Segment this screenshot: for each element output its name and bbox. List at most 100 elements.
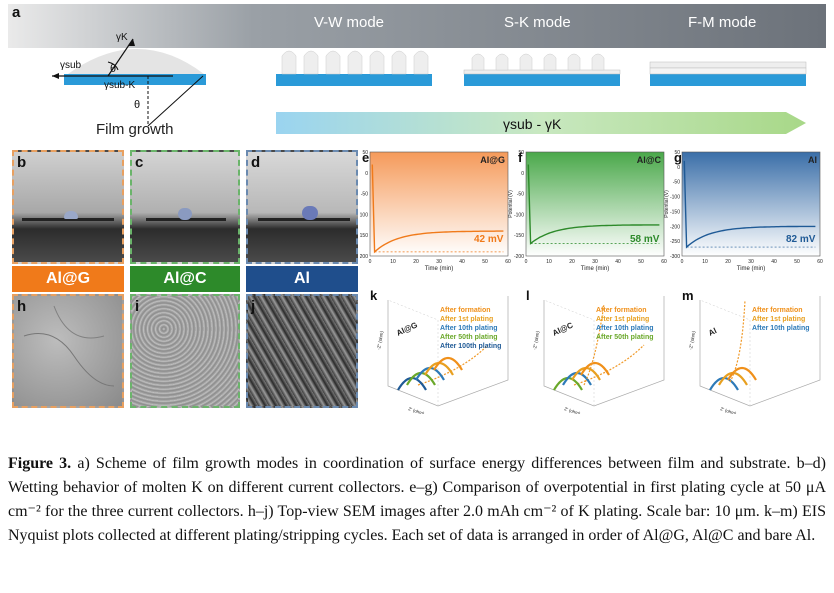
eis-legend-item: After formation bbox=[596, 307, 647, 314]
y-tick-label: -100 bbox=[670, 195, 680, 201]
photo-panel-d: d bbox=[246, 150, 358, 264]
x-tick-label: 50 bbox=[482, 259, 488, 265]
panel-letter: e bbox=[362, 150, 369, 165]
y-tick-label: -150 bbox=[514, 233, 524, 239]
panel-letter: f bbox=[518, 150, 523, 165]
theta-label-top: θ bbox=[110, 63, 116, 75]
eis-arc bbox=[433, 356, 463, 371]
y-tick-label: -200 bbox=[670, 224, 680, 230]
droplet-shape bbox=[68, 49, 204, 74]
eis-zimag-label: -Z'' (ohm) bbox=[688, 330, 696, 350]
eis-legend-item: After 50th plating bbox=[440, 334, 498, 341]
panel-name-label: Al@C bbox=[637, 155, 662, 165]
panel-a: γK γsub γsub-K θ θ Film growth bbox=[8, 4, 826, 144]
y-tick-label: 0 bbox=[677, 165, 680, 171]
caption-text: a) Scheme of film growth modes in coordi… bbox=[8, 455, 827, 544]
arrow-label: γsub - γK bbox=[503, 116, 562, 132]
x-tick-label: 60 bbox=[817, 259, 823, 265]
y-tick-label: -50 bbox=[361, 192, 368, 198]
x-axis-label: Time (min) bbox=[737, 266, 765, 272]
x-tick-label: 0 bbox=[681, 259, 684, 265]
x-tick-label: 0 bbox=[525, 259, 528, 265]
eis-legend-item: After formation bbox=[752, 307, 803, 314]
eis-formation-curve bbox=[729, 299, 746, 383]
tag-al: Al bbox=[246, 266, 358, 292]
y-tick-label: -300 bbox=[670, 254, 680, 260]
eis-charts-svg: After formation After 1st plating After 10… bbox=[370, 288, 821, 416]
voltage-panels: 500-50-100-150-2000102030405060Potential… bbox=[352, 148, 830, 288]
y-tick-label: -150 bbox=[670, 209, 680, 215]
sk-mode-diagram bbox=[463, 53, 621, 86]
eis-legend-item: After formation bbox=[440, 307, 491, 314]
eis-panel-m: After formation After 1st plating After 10… bbox=[682, 288, 821, 416]
panel-letter-h: h bbox=[17, 298, 27, 315]
gamma-sub-k-label: γsub-K bbox=[104, 80, 135, 91]
eis-box-inner bbox=[387, 299, 439, 406]
panel-letter-a: a bbox=[12, 4, 21, 21]
eis-panel-l: After formation After 1st plating After 10… bbox=[526, 288, 665, 416]
header-band bbox=[8, 4, 826, 48]
vw-mode-diagram bbox=[276, 50, 432, 86]
x-tick-label: 40 bbox=[771, 259, 777, 265]
y-tick-label: 50 bbox=[674, 150, 680, 156]
eis-legend-item: After 1st plating bbox=[752, 316, 805, 323]
overpotential-label: 82 mV bbox=[786, 234, 816, 245]
panel-letter: k bbox=[370, 290, 378, 303]
voltage-plot-area bbox=[369, 151, 509, 257]
eis-legend-item: After 10th plating bbox=[596, 325, 654, 332]
fm-mode-diagram bbox=[649, 61, 807, 86]
y-tick-label: -100 bbox=[514, 212, 524, 218]
y-tick-label: -250 bbox=[670, 239, 680, 245]
photo-panel-b: b bbox=[12, 150, 124, 264]
x-tick-label: 30 bbox=[748, 259, 754, 265]
voltage-charts-svg: 500-50-100-150-2000102030405060Potential… bbox=[352, 150, 823, 272]
eis-zimag-label: -Z'' (ohm) bbox=[376, 330, 384, 350]
eis-panel-name: Al@C bbox=[551, 320, 575, 337]
caption-label: Figure 3. bbox=[8, 455, 72, 472]
eis-zreal-label: Z' (ohm) bbox=[564, 406, 582, 414]
eis-legend-item: After 100th plating bbox=[440, 343, 501, 350]
eis-zimag-label: -Z'' (ohm) bbox=[532, 330, 540, 350]
panel-letter-i: i bbox=[135, 298, 140, 315]
x-tick-label: 10 bbox=[390, 259, 396, 265]
eis-arc bbox=[553, 376, 583, 391]
tag-al-g: Al@G bbox=[12, 266, 124, 292]
voltage-curve bbox=[527, 164, 660, 245]
eis-legend-item: After 1st plating bbox=[596, 316, 649, 323]
x-tick-label: 30 bbox=[436, 259, 442, 265]
y-axis-label: Potential (V) bbox=[508, 190, 514, 218]
y-tick-label: 50 bbox=[518, 150, 524, 156]
mode-title-fm: F-M mode bbox=[688, 14, 757, 31]
eis-arc bbox=[709, 376, 739, 391]
mode-title-vw: V-W mode bbox=[314, 14, 385, 31]
y-tick-label: 0 bbox=[365, 171, 368, 177]
x-tick-label: 20 bbox=[569, 259, 575, 265]
y-tick-label: -50 bbox=[673, 180, 680, 186]
voltage-curve bbox=[683, 160, 816, 249]
film-growth-label: Film growth bbox=[96, 121, 174, 138]
x-axis-label: Time (min) bbox=[425, 266, 453, 272]
panel-letter-c: c bbox=[135, 154, 144, 171]
eis-panel-name: Al bbox=[707, 326, 718, 338]
x-tick-label: 20 bbox=[725, 259, 731, 265]
panel-name-label: Al@G bbox=[480, 155, 505, 165]
eis-box-inner bbox=[543, 299, 595, 406]
theta-label-bottom: θ bbox=[134, 99, 140, 111]
eis-arc bbox=[727, 366, 757, 381]
panel-letter: l bbox=[526, 290, 530, 303]
x-tick-label: 0 bbox=[369, 259, 372, 265]
y-tick-label: -200 bbox=[514, 254, 524, 260]
voltage-curve bbox=[371, 164, 504, 254]
x-tick-label: 10 bbox=[546, 259, 552, 265]
y-tick-label: 0 bbox=[521, 171, 524, 177]
panel-letter-b: b bbox=[17, 154, 27, 171]
y-tick-label: 50 bbox=[362, 150, 368, 156]
figure-caption: Figure 3. a) Scheme of film growth modes… bbox=[8, 452, 826, 548]
eis-panel-name: Al@G bbox=[395, 320, 419, 337]
sem-panel-i: i bbox=[130, 294, 240, 408]
panel-name-label: Al bbox=[808, 155, 817, 165]
gamma-sub-label: γsub bbox=[60, 60, 82, 71]
eis-box-inner bbox=[699, 299, 751, 406]
